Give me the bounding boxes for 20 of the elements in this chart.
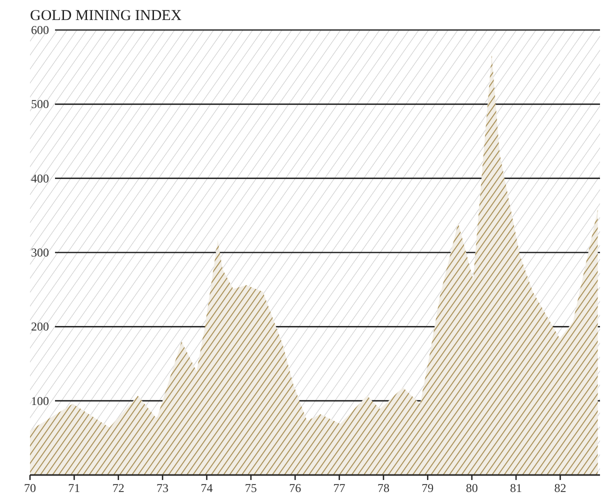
y-tick-label: 400 [31, 171, 49, 186]
x-tick-label: 76 [289, 481, 302, 495]
x-tick-label: 74 [200, 481, 213, 495]
x-tick-label: 78 [377, 481, 390, 495]
x-tick-label: 70 [24, 481, 36, 495]
x-tick-label: 72 [112, 481, 124, 495]
x-tick-label: 82 [554, 481, 566, 495]
x-tick-label: 75 [244, 481, 257, 495]
chart-title: GOLD MINING INDEX [30, 8, 182, 24]
y-tick-label: 600 [31, 23, 49, 37]
x-tick-label: 81 [510, 481, 522, 495]
x-tick-label: 71 [68, 481, 80, 495]
x-tick-label: 79 [422, 481, 434, 495]
x-tick-label: 73 [156, 481, 169, 495]
y-tick-label: 100 [31, 394, 49, 408]
y-tick-label: 200 [31, 320, 49, 334]
x-tick-label: 77 [333, 481, 346, 495]
x-tick-label: 80 [466, 481, 478, 495]
y-tick-label: 500 [31, 97, 49, 112]
y-tick-label: 300 [31, 246, 49, 260]
